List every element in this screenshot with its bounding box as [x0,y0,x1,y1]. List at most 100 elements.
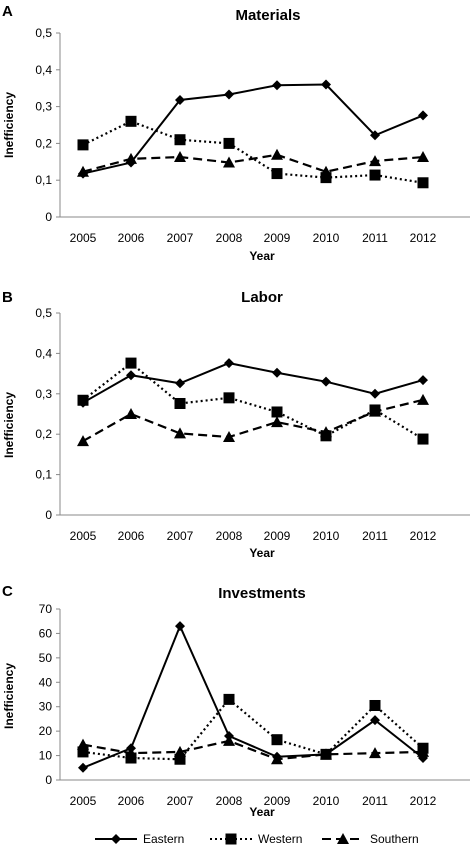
data-point-western [77,394,89,406]
panel-letter-b: B [2,289,13,306]
data-point-southern [271,416,283,428]
series-line-southern-labor [82,398,424,443]
x-tick-label: 2010 [313,231,340,245]
x-axis-label-materials: Year [249,249,275,263]
data-point-eastern [224,358,234,369]
data-point-eastern [418,110,428,121]
y-tick-label: 0,4 [35,63,52,77]
data-point-southern [369,747,381,759]
panel-c: C Investments Inefficiency Year 0 10 20 30 4… [2,583,470,819]
data-point-southern [125,747,137,759]
y-tick-label: 0,3 [35,100,52,114]
x-tick-label: 2008 [216,231,243,245]
x-tick-label: 2007 [167,794,194,808]
legend-marker-western [225,833,237,845]
x-tick-label: 2009 [264,231,291,245]
x-tick-label: 2010 [313,794,340,808]
y-axis-label-materials: Inefficiency [2,92,16,158]
plot-area-investments: 0 10 20 30 40 50 60 70 2005 2006 2007 2008 2009 2010 2… [39,602,470,808]
x-tick-label: 2011 [362,794,388,808]
x-tick-label: 2012 [410,231,437,245]
x-tick-label: 2007 [167,231,194,245]
data-point-eastern [370,388,380,399]
panel-a: A Materials Inefficiency Year 0 0,1 0,2 0,3… [2,3,470,263]
data-point-western [174,134,186,146]
data-point-southern [125,152,137,164]
x-tick-label: 2009 [264,794,291,808]
data-point-eastern [321,376,331,387]
data-point-eastern [418,375,428,386]
x-tick-label: 2011 [362,231,388,245]
plot-area-materials: 0 0,1 0,2 0,3 0,4 0,5 2005 2006 2007 2008 2009 2010… [35,26,470,245]
data-point-eastern [272,367,282,378]
data-point-western [77,139,89,151]
data-point-eastern [175,621,185,632]
x-tick-label: 2006 [118,529,145,543]
x-tick-label: 2011 [362,529,388,543]
legend-label-eastern: Eastern [143,832,184,846]
data-point-southern [223,156,235,168]
data-point-eastern [370,130,380,141]
data-point-eastern [175,378,185,389]
x-tick-label: 2009 [264,529,291,543]
x-tick-label: 2008 [216,794,243,808]
series-line-western-investments [82,697,424,761]
data-point-western [223,693,235,705]
y-tick-label: 0,2 [35,427,52,441]
data-point-eastern [370,715,380,726]
legend-label-southern: Southern [370,832,419,846]
x-tick-label: 2007 [167,529,194,543]
series-line-southern-materials [82,153,424,173]
data-point-southern [223,431,235,443]
data-point-western [369,169,381,181]
legend: Eastern Western Southern [95,832,419,846]
panel-letter-c: C [2,583,13,600]
data-point-southern [77,435,89,447]
data-point-western [369,699,381,711]
data-point-western [125,115,137,127]
x-axis-label-investments: Year [249,805,275,819]
y-tick-label: 10 [39,749,53,763]
y-tick-label: 50 [39,651,53,665]
data-point-southern [369,155,381,167]
series-line-eastern-labor [82,362,424,404]
y-tick-label: 30 [39,700,53,714]
x-tick-label: 2012 [410,794,437,808]
data-point-eastern [321,79,331,90]
data-point-southern [320,165,332,177]
data-point-western [174,753,186,765]
panel-b: B Labor Inefficiency Year 00,10,20,30,40… [2,289,470,560]
series-line-western-labor [82,361,424,440]
y-tick-label: 0 [45,773,52,787]
data-point-western [125,357,137,369]
x-tick-label: 2005 [70,231,97,245]
data-point-western [174,397,186,409]
data-point-southern [417,151,429,163]
x-tick-label: 2006 [118,794,145,808]
chart-title-materials: Materials [235,7,300,24]
data-point-western [320,172,332,184]
chart-title-investments: Investments [218,585,306,602]
y-tick-label: 0 [45,508,52,522]
panel-letter-a: A [2,3,13,20]
y-tick-label: 0,5 [35,26,52,40]
data-point-eastern [224,89,234,100]
data-point-western [271,406,283,418]
data-point-southern [320,748,332,760]
y-tick-label: 0,4 [35,346,52,360]
data-point-eastern [126,370,136,381]
y-tick-label: 0,1 [35,173,52,187]
data-point-southern [320,426,332,438]
data-point-western [77,746,89,758]
data-point-eastern [272,80,282,91]
y-tick-label: 0 [45,210,52,224]
x-axis-label-labor: Year [249,546,275,560]
data-point-southern [417,745,429,757]
data-point-southern [77,165,89,177]
series-line-western-materials [82,120,424,184]
chart-title-labor: Labor [241,289,283,306]
legend-marker-eastern [111,834,121,844]
x-tick-label: 2005 [70,794,97,808]
data-point-southern [174,745,186,757]
